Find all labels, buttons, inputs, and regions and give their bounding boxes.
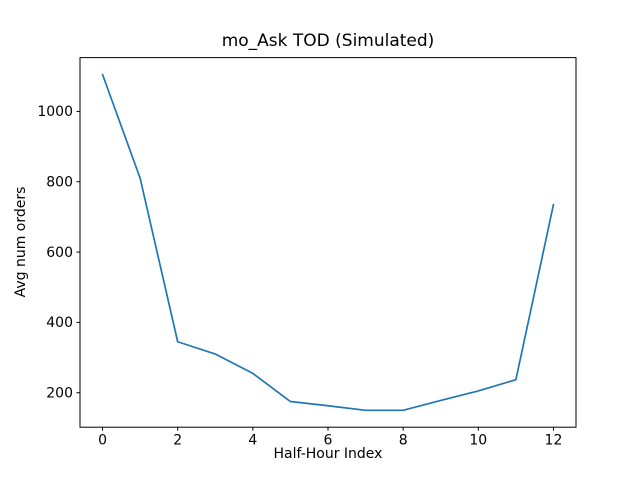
x-axis-label: Half-Hour Index: [273, 446, 383, 462]
x-tick-label: 12: [545, 432, 563, 448]
x-tick-label: 0: [98, 432, 107, 448]
y-tick-label: 800: [46, 174, 73, 190]
y-tick-label: 600: [46, 245, 73, 261]
data-line: [101, 73, 555, 412]
x-tick-label: 4: [248, 432, 257, 448]
y-tick-label: 200: [46, 385, 73, 401]
x-tick-label: 10: [469, 432, 487, 448]
chart-title: mo_Ask TOD (Simulated): [221, 31, 435, 51]
x-tick-label: 2: [173, 432, 182, 448]
y-tick-label: 1000: [37, 104, 73, 120]
y-tick-label: 400: [46, 315, 73, 331]
y-axis: 200 400 600 800 1000: [37, 104, 80, 401]
x-axis: 0 2 4 6 8 10 12: [98, 427, 562, 448]
x-tick-label: 6: [324, 432, 333, 448]
x-tick-label: 8: [399, 432, 408, 448]
y-axis-label: Avg num orders: [13, 186, 29, 298]
